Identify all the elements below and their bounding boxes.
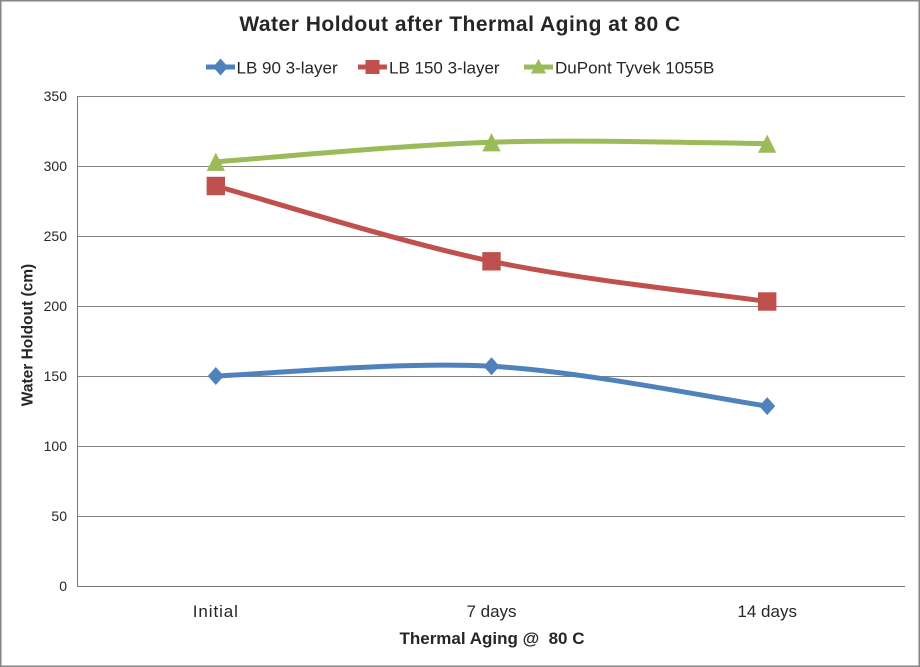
svg-text:350: 350 (44, 88, 68, 104)
svg-text:7 days: 7 days (466, 602, 516, 621)
svg-text:0: 0 (59, 578, 67, 594)
svg-text:50: 50 (51, 508, 67, 524)
svg-text:200: 200 (44, 298, 68, 314)
svg-text:250: 250 (44, 228, 68, 244)
svg-text:Water Holdout after Thermal Ag: Water Holdout after Thermal Aging at 80 … (239, 13, 680, 36)
svg-text:300: 300 (44, 158, 68, 174)
svg-text:Thermal Aging @ 80 C: Thermal Aging @ 80 C (399, 629, 584, 648)
svg-text:DuPont Tyvek 1055B: DuPont Tyvek 1055B (555, 59, 714, 78)
svg-text:Initial: Initial (193, 602, 239, 621)
svg-text:LB 150 3-layer: LB 150 3-layer (389, 59, 500, 78)
svg-text:LB 90 3-layer: LB 90 3-layer (237, 59, 338, 78)
svg-text:100: 100 (44, 438, 68, 454)
svg-text:Water Holdout (cm): Water Holdout (cm) (20, 264, 37, 406)
svg-text:150: 150 (44, 368, 68, 384)
svg-text:14 days: 14 days (737, 602, 797, 621)
